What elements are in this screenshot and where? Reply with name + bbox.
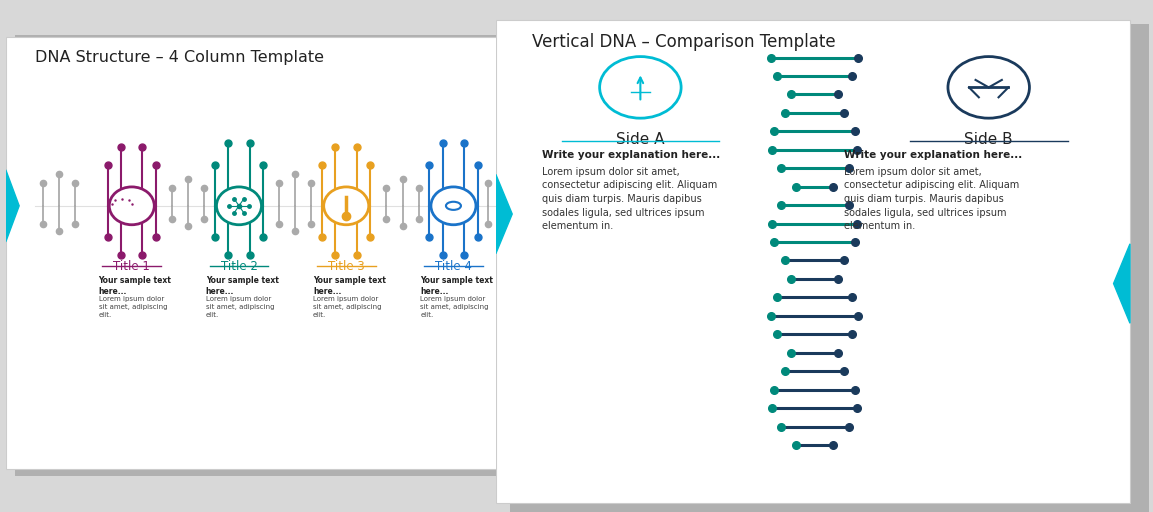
Ellipse shape (446, 202, 461, 210)
Text: Vertical DNA – Comparison Template: Vertical DNA – Comparison Template (532, 33, 836, 51)
Circle shape (948, 57, 1030, 118)
FancyBboxPatch shape (496, 20, 1130, 503)
Text: DNA Structure – 4 Column Template: DNA Structure – 4 Column Template (36, 50, 324, 66)
FancyBboxPatch shape (511, 24, 1150, 512)
FancyBboxPatch shape (15, 35, 538, 478)
Circle shape (110, 187, 155, 225)
Text: Title 3: Title 3 (327, 260, 364, 273)
Text: Title 4: Title 4 (435, 260, 472, 273)
Circle shape (217, 187, 262, 225)
FancyBboxPatch shape (6, 37, 526, 470)
Text: Title 2: Title 2 (220, 260, 257, 273)
Text: Write your explanation here...: Write your explanation here... (844, 151, 1023, 160)
Circle shape (324, 187, 369, 225)
Text: Side B: Side B (964, 132, 1013, 147)
Text: Your sample text
here...: Your sample text here... (98, 275, 172, 296)
Text: Title 1: Title 1 (113, 260, 150, 273)
Text: Lorem ipsum dolor
sit amet, adipiscing
elit.: Lorem ipsum dolor sit amet, adipiscing e… (420, 296, 489, 318)
Text: Your sample text
here...: Your sample text here... (420, 275, 493, 296)
Text: Lorem ipsum dolor sit amet,
consectetur adipiscing elit. Aliquam
quis diam turpi: Lorem ipsum dolor sit amet, consectetur … (542, 167, 717, 231)
Text: Side A: Side A (616, 132, 664, 147)
Polygon shape (496, 174, 512, 254)
Circle shape (431, 187, 476, 225)
Text: Lorem ipsum dolor sit amet,
consectetur adipiscing elit. Aliquam
quis diam turpi: Lorem ipsum dolor sit amet, consectetur … (844, 167, 1019, 231)
Text: Your sample text
here...: Your sample text here... (205, 275, 279, 296)
Text: Lorem ipsum dolor
sit amet, adipiscing
elit.: Lorem ipsum dolor sit amet, adipiscing e… (98, 296, 167, 318)
Polygon shape (1114, 244, 1130, 323)
Text: Lorem ipsum dolor
sit amet, adipiscing
elit.: Lorem ipsum dolor sit amet, adipiscing e… (205, 296, 274, 318)
Text: Write your explanation here...: Write your explanation here... (542, 151, 719, 160)
Circle shape (600, 57, 681, 118)
Text: Your sample text
here...: Your sample text here... (312, 275, 386, 296)
Polygon shape (6, 170, 20, 242)
Text: Lorem ipsum dolor
sit amet, adipiscing
elit.: Lorem ipsum dolor sit amet, adipiscing e… (312, 296, 382, 318)
